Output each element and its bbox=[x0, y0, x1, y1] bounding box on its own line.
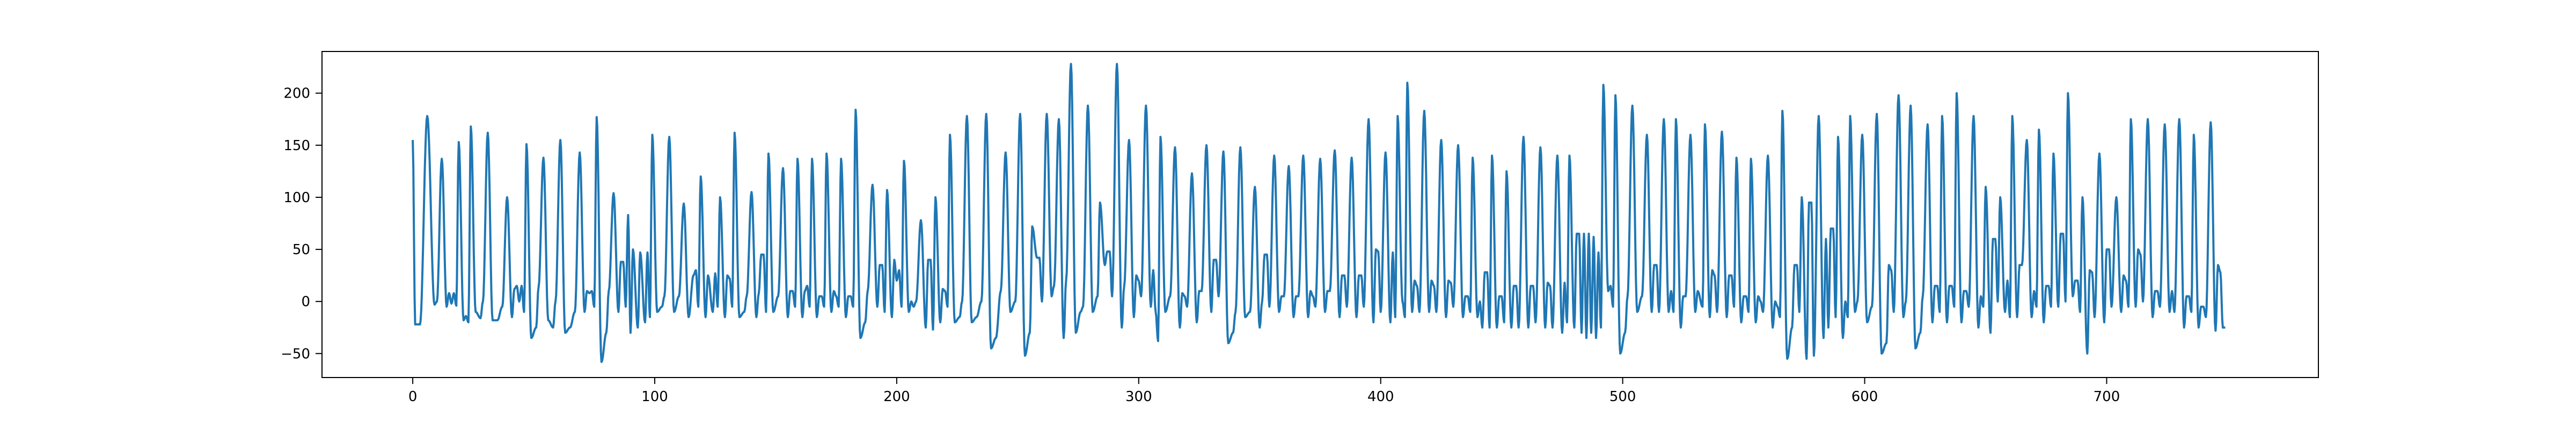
series-layer bbox=[412, 63, 2226, 363]
y-tick-label: 200 bbox=[283, 86, 310, 102]
plot-area bbox=[322, 51, 2318, 378]
x-tick-label: 100 bbox=[641, 389, 668, 405]
x-tick-label: 400 bbox=[1367, 389, 1394, 405]
x-tick-label: 600 bbox=[1851, 389, 1878, 405]
x-tick-label: 200 bbox=[883, 389, 910, 405]
axes-frame bbox=[321, 51, 2319, 378]
y-tick-label: −50 bbox=[281, 346, 310, 362]
x-tick-label: 700 bbox=[2094, 389, 2120, 405]
x-tick-label: 500 bbox=[1609, 389, 1636, 405]
y-tick-label: 150 bbox=[283, 138, 310, 154]
y-tick-label: 50 bbox=[292, 242, 310, 258]
y-axis: −50 0 50 100 150 200 bbox=[281, 86, 322, 362]
y-tick-label: 100 bbox=[283, 190, 310, 206]
x-axis: 0 100 200 300 400 500 600 700 bbox=[408, 378, 2120, 405]
x-tick-label: 0 bbox=[408, 389, 418, 405]
y-tick-label: 0 bbox=[301, 294, 310, 310]
x-tick-label: 300 bbox=[1125, 389, 1152, 405]
series-line bbox=[412, 63, 2226, 363]
